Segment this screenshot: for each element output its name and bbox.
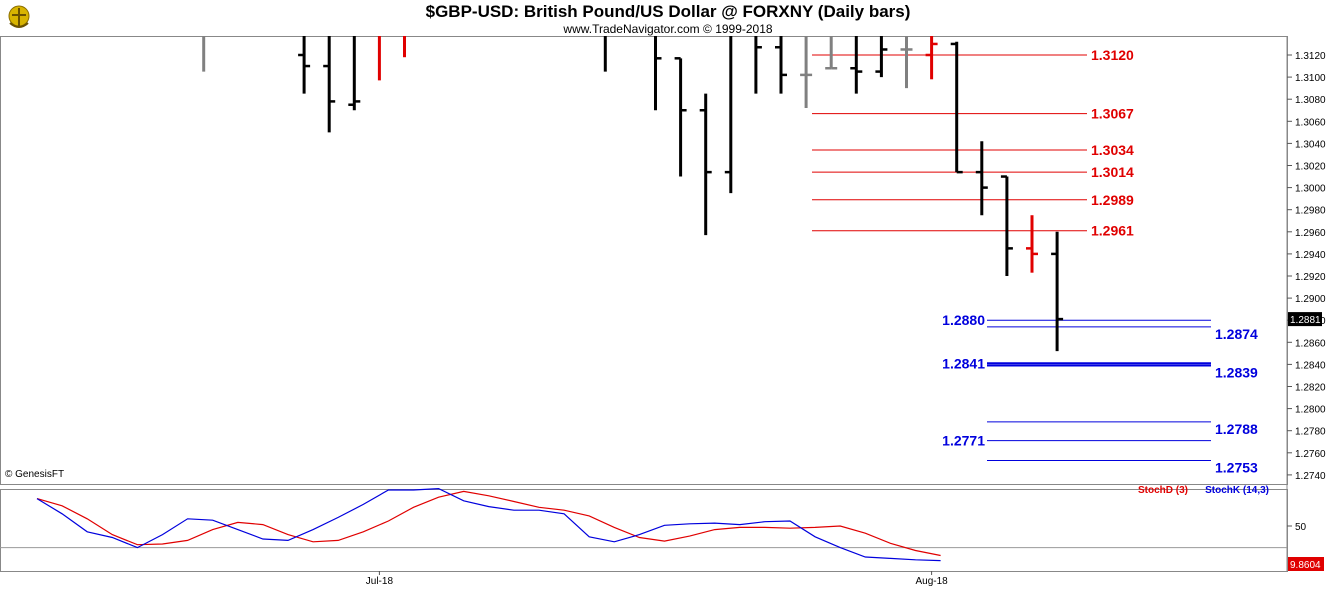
resistance-label: 1.3034 (1091, 142, 1134, 158)
resistance-label: 1.2961 (1091, 223, 1134, 239)
y-tick-label: 1.2940 (1295, 250, 1326, 261)
y-tick-label: 1.2840 (1295, 360, 1326, 371)
price-panel: 1.3120 1.3100 1.3080 1.3060 1.3040 1.3020 1.30… (0, 36, 1326, 571)
y-tick-label: 1.3080 (1295, 95, 1326, 106)
chart-subtitle: www.TradeNavigator.com © 1999-2018 (563, 22, 773, 36)
stoch-k-line (36, 487, 941, 562)
support-label: 1.2753 (1215, 460, 1258, 476)
support-label: 1.2839 (1215, 365, 1258, 381)
price-panel-frame (0, 36, 1288, 485)
y-tick-label: 1.2980 (1295, 206, 1326, 217)
stochastic-tick-label: 50 (1295, 522, 1307, 533)
y-tick-label: 1.2920 (1295, 272, 1326, 283)
y-tick-label: 1.2740 (1295, 471, 1326, 482)
stoch-d-line (36, 490, 941, 557)
support-label: 1.2880 (942, 312, 985, 328)
x-tick-label: Aug-18 (915, 576, 948, 587)
stochastic-panel: 50 StochD (3) StochK (14,3) 9.8604 Jul-18 Aug… (0, 485, 1324, 587)
support-label: 1.2788 (1215, 421, 1258, 437)
resistance-label: 1.3014 (1091, 164, 1134, 180)
y-tick-label: 1.2760 (1295, 449, 1326, 460)
y-tick-label: 1.2780 (1295, 427, 1326, 438)
y-tick-label: 1.3060 (1295, 117, 1326, 128)
y-tick-label: 1.3100 (1295, 73, 1326, 84)
stochastic-value-label: 9.8604 (1290, 560, 1321, 571)
stochastic-panel-frame (0, 489, 1288, 572)
stochastic-value-badge (1288, 557, 1324, 571)
y-tick-label: 1.3040 (1295, 139, 1326, 150)
y-tick-label: 1.2860 (1295, 338, 1326, 349)
resistance-label: 1.3120 (1091, 47, 1134, 63)
legend-stoch-d: StochD (3) (1138, 485, 1188, 496)
y-tick-label: 1.3120 (1295, 51, 1326, 62)
y-tick-label: 1.2900 (1295, 294, 1326, 305)
last-price-label: 1.2881 (1290, 315, 1321, 326)
last-price-badge (1288, 312, 1322, 327)
y-tick-label: 1.3020 (1295, 162, 1326, 173)
support-label: 1.2841 (942, 355, 985, 371)
y-tick-label: 1.2800 (1295, 405, 1326, 416)
trade-navigator-logo-icon (8, 5, 30, 28)
y-tick-label: 1.3000 (1295, 184, 1326, 195)
chart-title: $GBP-USD: British Pound/US Dollar @ FORX… (425, 2, 911, 21)
resistance-label: 1.2989 (1091, 192, 1134, 208)
support-label: 1.2771 (942, 433, 985, 449)
title-bar: $GBP-USD: British Pound/US Dollar @ FORX… (0, 0, 1336, 36)
y-tick-label: 1.2960 (1295, 228, 1326, 239)
x-tick-label: Jul-18 (366, 576, 394, 587)
copyright-text: © GenesisFT (5, 469, 65, 480)
ohlc-bars (202, 36, 1064, 352)
y-tick-label: 1.2820 (1295, 383, 1326, 394)
resistance-label: 1.3067 (1091, 106, 1134, 122)
legend-stoch-k: StochK (14,3) (1205, 485, 1269, 496)
support-label: 1.2874 (1215, 326, 1258, 342)
